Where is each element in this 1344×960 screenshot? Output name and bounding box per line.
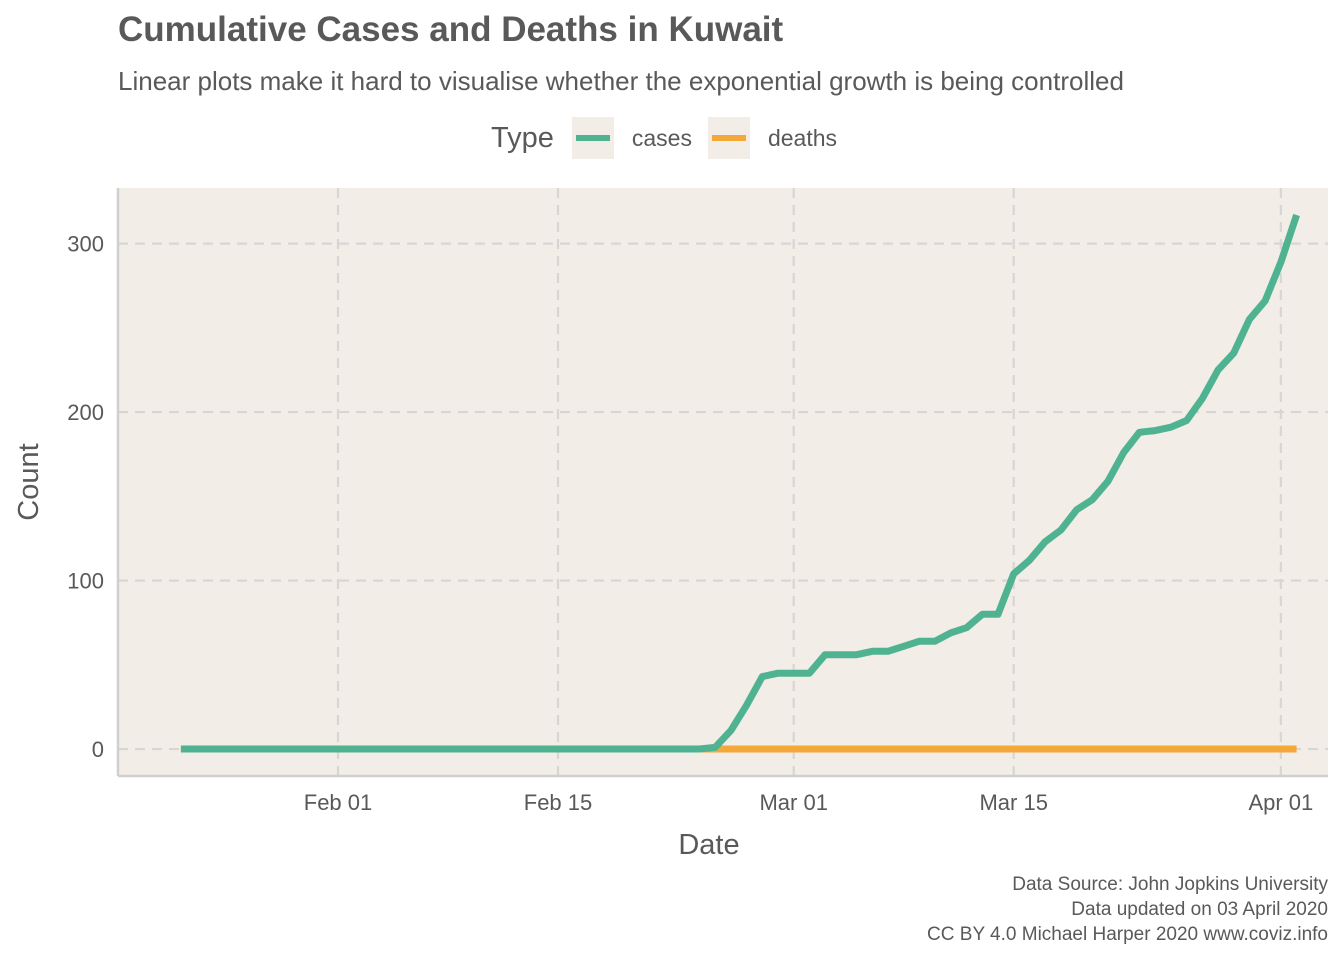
- caption: Data Source: John Jopkins University Dat…: [927, 872, 1328, 947]
- axes: [116, 188, 1328, 778]
- x-tick-label: Feb 01: [304, 790, 373, 815]
- legend-swatch-deaths: [711, 135, 746, 141]
- series-lines: [180, 213, 1300, 753]
- legend-label-cases: cases: [631, 124, 692, 151]
- legend-key-deaths: [707, 117, 750, 159]
- legend-key-cases: [571, 117, 614, 159]
- x-axis-label: Date: [678, 829, 739, 861]
- caption-license: CC BY 4.0 Michael Harper 2020 www.coviz.…: [927, 924, 1328, 945]
- x-tick-label: Feb 15: [524, 790, 593, 815]
- caption-source: Data Source: John Jopkins University: [1012, 874, 1328, 895]
- chart-subtitle: Linear plots make it hard to visualise w…: [118, 66, 1124, 96]
- y-tick-label: 200: [67, 400, 104, 425]
- y-tick-label: 100: [67, 569, 104, 594]
- chart-title: Cumulative Cases and Deaths in Kuwait: [118, 10, 784, 49]
- legend-item-deaths: deaths: [707, 117, 838, 159]
- legend-item-cases: cases: [571, 117, 692, 159]
- x-tick-label: Mar 01: [759, 790, 827, 815]
- legend: Type cases deaths: [0, 117, 1344, 159]
- x-tick-label: Mar 15: [979, 790, 1047, 815]
- x-tick-label: Apr 01: [1248, 790, 1313, 815]
- y-axis-label: Count: [13, 443, 45, 520]
- legend-label-deaths: deaths: [767, 124, 838, 151]
- tick-labels: 0 100 200 300 Feb 01 Feb 15 Mar 01 Mar 15 Apr 01: [67, 232, 1313, 815]
- series-line-cases: [180, 213, 1300, 753]
- y-tick-label: 300: [67, 232, 104, 257]
- y-tick-label: 0: [92, 737, 104, 762]
- caption-updated: Data updated on 03 April 2020: [1071, 899, 1328, 920]
- legend-title: Type: [490, 121, 554, 154]
- legend-swatch-cases: [575, 135, 610, 141]
- plot-panel: [118, 188, 1328, 776]
